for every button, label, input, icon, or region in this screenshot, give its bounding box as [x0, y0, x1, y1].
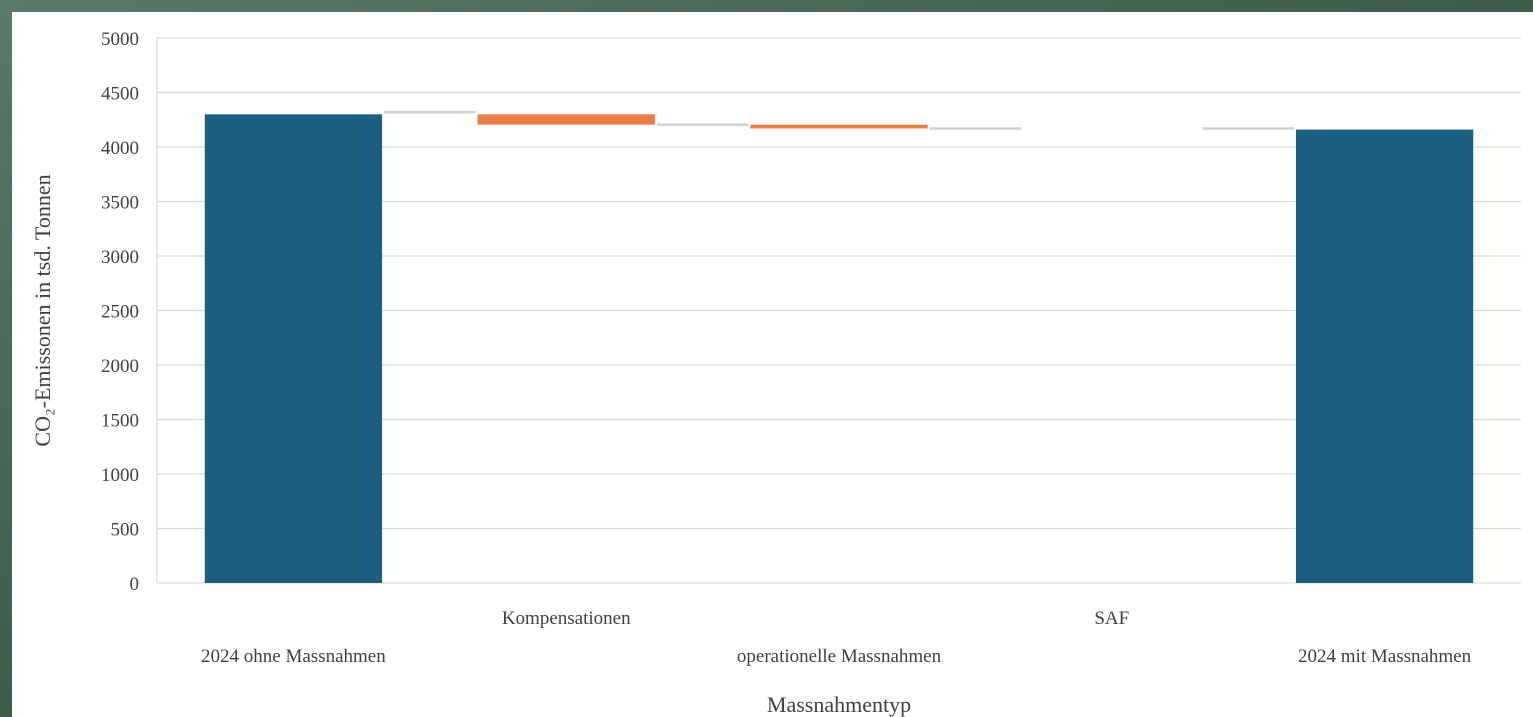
x-tick-label: 2024 ohne Massnahmen: [201, 646, 386, 667]
y-tick-label: 4000: [101, 138, 139, 159]
x-axis-title: Massnahmentyp: [767, 692, 911, 717]
y-tick-label: 0: [130, 574, 140, 595]
bar-2024-mit-massnahmen: [1295, 129, 1474, 583]
x-tick-label: operationelle Massnahmen: [737, 646, 942, 667]
y-tick-label: 500: [111, 520, 140, 541]
y-tick-label: 3500: [101, 193, 139, 214]
y-axis-title: CO₂-Emissonen in tsd. Tonnen: [30, 174, 55, 446]
x-tick-label: Kompensationen: [502, 608, 631, 629]
bar-2024-ohne-massnahmen: [204, 114, 383, 584]
y-tick-label: 4500: [101, 84, 139, 105]
y-tick-label: 1000: [101, 465, 139, 486]
y-tick-label: 1500: [101, 411, 139, 432]
y-tick-label: 2000: [101, 356, 139, 377]
y-tick-label: 3000: [101, 247, 139, 268]
x-tick-label: SAF: [1094, 608, 1129, 629]
y-tick-label: 5000: [101, 29, 139, 50]
x-tick-label: 2024 mit Massnahmen: [1298, 646, 1472, 667]
bar-operationelle-massnahmen: [750, 124, 928, 129]
bar-kompensationen: [477, 114, 655, 125]
y-tick-label: 2500: [101, 302, 139, 323]
